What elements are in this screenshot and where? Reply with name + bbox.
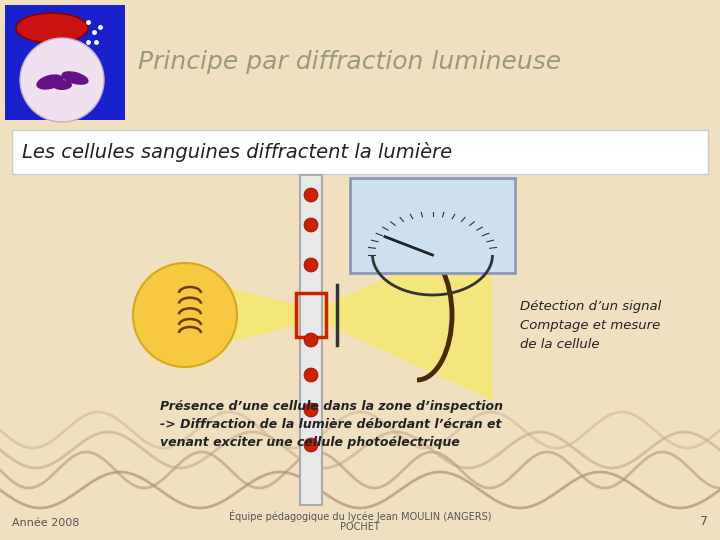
Polygon shape bbox=[322, 230, 492, 400]
Circle shape bbox=[304, 333, 318, 347]
Bar bbox=[0, 0, 720, 125]
Circle shape bbox=[304, 368, 318, 382]
Circle shape bbox=[133, 263, 237, 367]
Ellipse shape bbox=[61, 71, 89, 85]
Text: POCHET: POCHET bbox=[340, 522, 380, 532]
Circle shape bbox=[304, 258, 318, 272]
Text: Équipe pédagogique du lycée Jean MOULIN (ANGERS): Équipe pédagogique du lycée Jean MOULIN … bbox=[229, 510, 491, 522]
Text: Détection d’un signal
Comptage et mesure
de la cellule: Détection d’un signal Comptage et mesure… bbox=[520, 300, 661, 351]
Text: Les cellules sanguines diffractent la lumière: Les cellules sanguines diffractent la lu… bbox=[22, 142, 452, 162]
Circle shape bbox=[304, 438, 318, 452]
Circle shape bbox=[304, 403, 318, 417]
Bar bbox=[300, 175, 322, 505]
Text: Principe par diffraction lumineuse: Principe par diffraction lumineuse bbox=[138, 50, 561, 74]
Bar bbox=[5, 5, 125, 120]
Ellipse shape bbox=[16, 13, 88, 43]
Polygon shape bbox=[150, 270, 300, 360]
Text: 7: 7 bbox=[700, 515, 708, 528]
Circle shape bbox=[20, 38, 104, 122]
Bar bbox=[12, 130, 708, 174]
Ellipse shape bbox=[52, 80, 72, 90]
Bar bbox=[350, 178, 515, 273]
Circle shape bbox=[304, 218, 318, 232]
Text: Présence d’une cellule dans la zone d’inspection
-> Diffraction de la lumière dé: Présence d’une cellule dans la zone d’in… bbox=[160, 400, 503, 449]
Circle shape bbox=[304, 188, 318, 202]
Ellipse shape bbox=[36, 75, 63, 90]
Bar bbox=[296, 293, 326, 337]
Text: Année 2008: Année 2008 bbox=[12, 518, 79, 528]
